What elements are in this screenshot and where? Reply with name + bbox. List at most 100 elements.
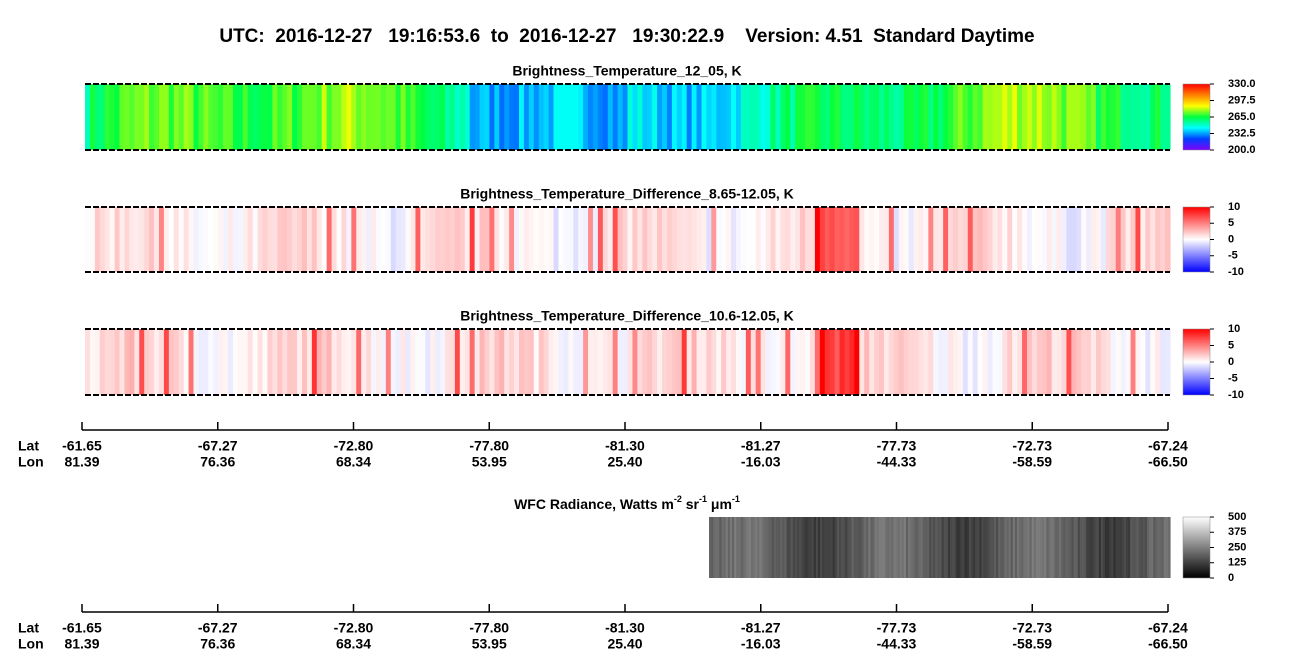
lat-label: -81.30	[605, 620, 645, 636]
image-strip	[883, 207, 890, 272]
image-strip	[849, 207, 855, 272]
image-strip	[99, 84, 106, 150]
image-strip	[763, 517, 767, 578]
colorbar-tick-label: 5	[1228, 339, 1234, 351]
image-strip	[760, 207, 767, 272]
image-strip	[1109, 517, 1112, 578]
image-strip	[139, 84, 145, 150]
image-strip	[1151, 517, 1154, 578]
colorbar-tick-label: 200.0	[1228, 144, 1256, 156]
image-strip	[671, 329, 678, 395]
image-strip	[805, 329, 811, 395]
image-strip	[998, 517, 1001, 578]
axis-row-label: Lon	[18, 636, 44, 652]
image-strip	[469, 329, 476, 395]
image-strip	[410, 84, 417, 150]
image-strip	[469, 207, 476, 272]
image-strip	[1167, 517, 1171, 578]
image-strip	[830, 517, 834, 578]
image-strip	[755, 329, 762, 395]
image-strip	[878, 517, 882, 578]
image-strip	[972, 207, 979, 272]
image-strip	[997, 207, 1003, 272]
image-strip	[824, 84, 831, 150]
image-strip	[977, 84, 984, 150]
image-strip	[898, 329, 905, 395]
image-strip	[696, 329, 703, 395]
image-strip	[869, 84, 875, 150]
image-strip	[967, 207, 974, 272]
image-strip	[188, 329, 195, 395]
image-strip	[1092, 517, 1096, 578]
image-strip	[602, 207, 609, 272]
image-strip	[592, 84, 599, 150]
panel-title: WFC Radiance, Watts m-2 sr-1 μm-1	[514, 494, 740, 511]
image-strip	[311, 207, 318, 272]
image-strip	[652, 329, 658, 395]
image-strip	[662, 84, 668, 150]
image-strip	[977, 517, 980, 578]
image-strip	[247, 207, 254, 272]
image-strip	[597, 84, 604, 150]
image-strip	[1125, 517, 1129, 578]
image-strip	[844, 207, 851, 272]
image-strip	[775, 84, 781, 150]
lon-label: 68.34	[336, 454, 371, 470]
image-strip	[849, 329, 855, 395]
image-strip	[563, 207, 569, 272]
image-strip	[740, 84, 747, 150]
image-strip	[104, 329, 111, 395]
image-strip	[361, 84, 367, 150]
image-strip	[1046, 329, 1053, 395]
panel-title: Brightness_Temperature_Difference_8.65-1…	[460, 186, 794, 202]
image-strip	[1157, 517, 1161, 578]
image-strip	[528, 329, 535, 395]
image-strip	[769, 517, 773, 578]
image-strip	[1007, 207, 1013, 272]
image-strip	[691, 207, 698, 272]
image-strip	[193, 329, 200, 395]
image-strip	[578, 207, 584, 272]
image-strip	[390, 84, 397, 150]
image-strip	[1061, 84, 1068, 150]
image-strip	[543, 84, 550, 150]
image-strip	[943, 517, 947, 578]
image-strip	[533, 329, 540, 395]
image-strip	[519, 329, 525, 395]
image-strip	[1051, 329, 1058, 395]
image-strip	[637, 84, 643, 150]
image-strip	[957, 84, 964, 150]
image-strip	[759, 517, 762, 578]
image-strip	[484, 329, 491, 395]
image-strip	[129, 207, 135, 272]
image-strip	[504, 329, 510, 395]
image-strip	[415, 207, 421, 272]
image-strip	[1102, 517, 1106, 578]
image-strip	[945, 517, 949, 578]
image-strip	[223, 207, 229, 272]
image-strip	[742, 517, 746, 578]
image-strip	[445, 207, 451, 272]
image-strip	[371, 329, 377, 395]
image-strip	[795, 207, 801, 272]
image-strip	[573, 329, 579, 395]
image-strip	[839, 84, 846, 150]
image-strip	[514, 84, 520, 150]
image-strip	[686, 84, 693, 150]
image-strip	[1022, 329, 1028, 395]
image-strip	[948, 329, 954, 395]
lat-label: -81.27	[741, 438, 781, 454]
image-strip	[242, 207, 249, 272]
image-strip	[1014, 517, 1018, 578]
image-strip	[1125, 207, 1132, 272]
image-strip	[479, 84, 486, 150]
image-strip	[538, 329, 545, 395]
lat-label: -67.24	[1148, 620, 1188, 636]
image-strip	[252, 207, 259, 272]
image-strip	[1036, 329, 1043, 395]
image-strip	[607, 207, 614, 272]
image-strip	[415, 329, 421, 395]
image-strip	[662, 329, 668, 395]
image-strip	[622, 84, 629, 150]
image-strip	[923, 207, 929, 272]
